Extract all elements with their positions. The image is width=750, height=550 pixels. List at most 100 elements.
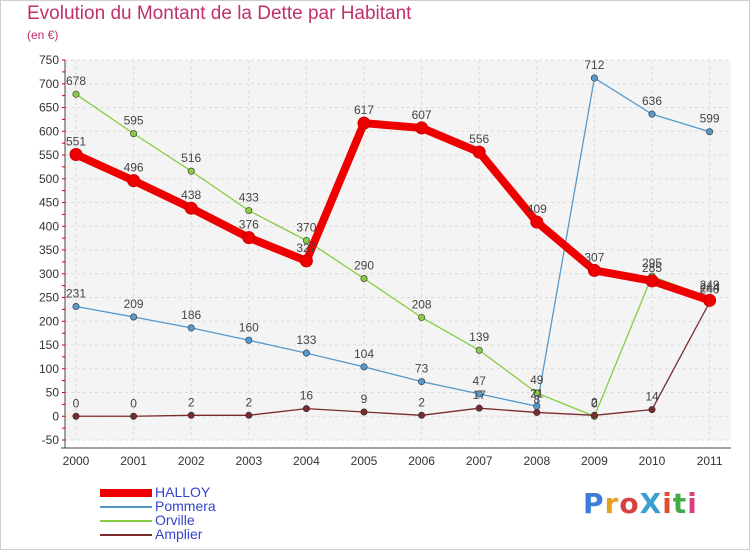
y-tick-label: 550	[39, 148, 59, 162]
data-point	[472, 145, 486, 159]
data-point	[360, 274, 368, 282]
logo-letter: o	[619, 487, 640, 520]
data-label: 712	[584, 58, 604, 72]
x-tick-label: 2001	[120, 454, 147, 468]
series-line-orville	[75, 93, 711, 417]
data-label: 244	[700, 280, 720, 294]
data-label: 0	[130, 396, 137, 410]
data-point	[72, 412, 80, 420]
data-label: 14	[645, 390, 659, 404]
legend-swatch	[100, 506, 152, 508]
data-point	[475, 404, 483, 412]
logo-letter: r	[604, 487, 620, 520]
series-line-halloy	[72, 119, 714, 305]
data-point	[475, 390, 483, 398]
logo-letter: X	[639, 487, 663, 520]
data-point	[184, 201, 198, 215]
data-point	[590, 411, 598, 419]
logo-letter: t	[672, 487, 688, 520]
x-tick-label: 2007	[466, 454, 493, 468]
data-label: 16	[300, 389, 314, 403]
data-label: 208	[412, 297, 432, 311]
proxiti-logo: ProXiti	[583, 487, 698, 520]
data-label: 433	[239, 191, 259, 205]
data-point	[302, 349, 310, 357]
data-point	[130, 412, 138, 420]
y-tick-label: -50	[42, 433, 60, 447]
chart-subtitle: (en €)	[27, 28, 59, 42]
x-tick-label: 2009	[581, 454, 608, 468]
data-label: 2	[418, 395, 425, 409]
data-label: 636	[642, 94, 662, 108]
data-label: 376	[239, 218, 259, 232]
chart-title: Evolution du Montant de la Dette par Hab…	[27, 3, 412, 24]
data-point	[533, 408, 541, 416]
y-tick-label: 500	[39, 172, 59, 186]
data-point	[299, 254, 313, 268]
data-point	[360, 363, 368, 371]
data-label: 290	[354, 259, 374, 273]
data-point	[533, 389, 541, 397]
data-point	[648, 110, 656, 118]
data-label: 47	[473, 374, 487, 388]
logo-letter: P	[583, 487, 605, 520]
data-label: 409	[527, 202, 547, 216]
data-point	[302, 405, 310, 413]
data-point	[357, 116, 371, 130]
data-label: 617	[354, 103, 374, 117]
data-point	[69, 148, 83, 162]
logo-letter: i	[687, 487, 698, 520]
data-point	[648, 406, 656, 414]
data-point	[130, 130, 138, 138]
legend-swatch	[100, 534, 152, 536]
logo-letter: i	[662, 487, 673, 520]
data-label: 556	[469, 132, 489, 146]
data-point	[187, 411, 195, 419]
legend-swatch	[100, 489, 152, 497]
data-label: 438	[181, 188, 201, 202]
data-point	[187, 167, 195, 175]
data-point	[245, 411, 253, 419]
x-tick-label: 2000	[63, 454, 90, 468]
data-label: 49	[530, 373, 544, 387]
data-point	[475, 346, 483, 354]
data-point	[360, 408, 368, 416]
data-point	[418, 411, 426, 419]
data-label: 104	[354, 347, 374, 361]
data-point	[418, 378, 426, 386]
legend-label: Amplier	[155, 526, 203, 542]
data-label: 599	[700, 112, 720, 126]
y-tick-label: 700	[39, 77, 59, 91]
y-tick-label: 750	[39, 53, 59, 67]
x-tick-label: 2006	[408, 454, 435, 468]
legend-label: Orville	[155, 512, 195, 528]
data-label: 595	[124, 114, 144, 128]
y-tick-label: 450	[39, 196, 59, 210]
y-tick-label: 400	[39, 219, 59, 233]
data-label: 327	[296, 241, 316, 255]
data-point	[530, 215, 544, 229]
data-point	[418, 313, 426, 321]
x-tick-label: 2011	[697, 454, 723, 468]
data-label: 21	[530, 386, 544, 400]
data-label: 607	[412, 108, 432, 122]
data-label: 8	[533, 392, 540, 406]
y-tick-label: 200	[39, 314, 59, 328]
data-label: 307	[584, 250, 604, 264]
data-label: 133	[296, 333, 316, 347]
data-point	[302, 237, 310, 245]
data-label: 160	[239, 320, 259, 334]
data-label: 9	[361, 392, 368, 406]
data-point	[130, 313, 138, 321]
data-point	[587, 263, 601, 277]
data-label: 678	[66, 74, 86, 88]
data-point	[72, 303, 80, 311]
data-label: 551	[66, 135, 86, 149]
data-label: 496	[124, 161, 144, 175]
series-line-pommera	[75, 77, 711, 407]
x-tick-label: 2003	[235, 454, 262, 468]
x-tick-label: 2008	[523, 454, 550, 468]
data-point	[127, 174, 141, 188]
data-label: 249	[700, 278, 720, 292]
